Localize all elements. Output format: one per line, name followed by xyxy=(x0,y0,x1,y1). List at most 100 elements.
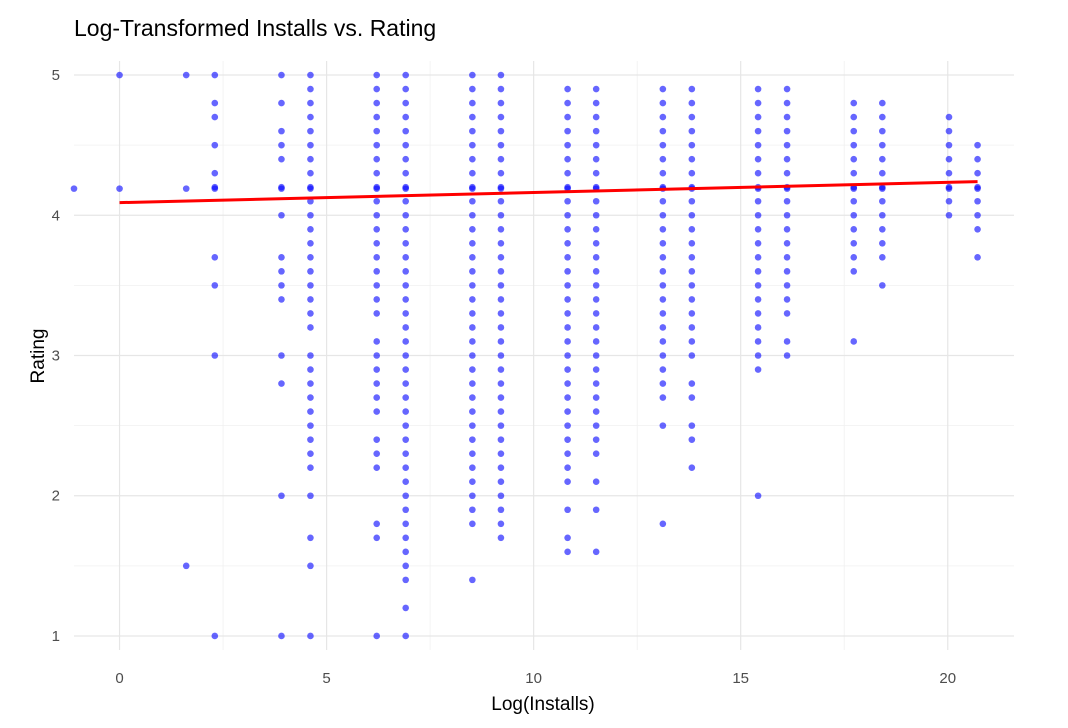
data-point xyxy=(402,141,409,149)
data-point xyxy=(783,240,791,247)
data-point xyxy=(850,99,858,107)
data-point xyxy=(307,155,314,163)
data-point xyxy=(469,155,476,163)
data-point xyxy=(592,324,600,331)
data-point xyxy=(564,352,571,359)
data-point xyxy=(688,85,696,93)
data-point xyxy=(783,268,791,275)
data-point xyxy=(307,464,314,471)
data-point xyxy=(688,296,696,303)
data-point xyxy=(116,71,123,79)
data-point xyxy=(469,422,476,429)
data-point xyxy=(974,225,981,233)
data-point xyxy=(373,534,381,542)
data-point xyxy=(497,85,505,93)
data-point xyxy=(879,254,886,261)
data-point xyxy=(469,450,476,457)
data-point xyxy=(402,185,409,192)
data-point xyxy=(469,464,476,471)
data-point xyxy=(688,211,696,219)
data-point xyxy=(402,422,409,429)
data-point xyxy=(402,534,409,542)
data-point xyxy=(688,436,696,443)
data-point xyxy=(879,127,886,135)
data-point xyxy=(373,408,381,415)
data-point xyxy=(945,141,953,149)
data-point xyxy=(850,113,858,121)
data-point xyxy=(783,352,791,359)
data-point xyxy=(564,324,571,331)
data-point xyxy=(307,282,314,289)
y-tick-label: 1 xyxy=(52,628,60,645)
data-point xyxy=(783,99,791,107)
data-point xyxy=(373,436,381,443)
data-point xyxy=(182,71,190,79)
data-point xyxy=(402,394,409,401)
data-point xyxy=(402,211,409,219)
data-point xyxy=(307,422,314,429)
data-point xyxy=(564,394,571,401)
data-point xyxy=(497,169,505,177)
data-point xyxy=(402,436,409,443)
data-point xyxy=(497,211,505,219)
data-point xyxy=(307,113,314,121)
data-point xyxy=(182,562,190,570)
data-point xyxy=(659,155,667,163)
data-point xyxy=(373,394,381,401)
data-point xyxy=(592,197,600,205)
data-point xyxy=(974,155,981,163)
data-point xyxy=(497,450,505,457)
data-point xyxy=(307,141,314,149)
data-point xyxy=(497,352,505,359)
data-point xyxy=(402,197,409,205)
data-point xyxy=(592,408,600,415)
data-point xyxy=(850,169,858,177)
data-point xyxy=(850,141,858,149)
data-point xyxy=(497,506,505,514)
data-point xyxy=(659,296,667,303)
data-point xyxy=(659,338,667,345)
data-point xyxy=(211,141,219,149)
data-point xyxy=(278,155,285,163)
data-point xyxy=(564,127,571,135)
data-point xyxy=(373,240,381,247)
data-point xyxy=(307,268,314,275)
data-point xyxy=(469,478,476,486)
data-point xyxy=(688,310,696,317)
data-point xyxy=(974,211,981,219)
data-point xyxy=(402,282,409,289)
y-tick-label: 2 xyxy=(52,488,60,505)
data-point xyxy=(592,310,600,317)
data-point xyxy=(592,380,600,387)
data-point xyxy=(564,422,571,429)
data-point xyxy=(974,141,981,149)
data-point xyxy=(564,169,571,177)
data-point xyxy=(564,464,571,471)
data-point xyxy=(469,506,476,514)
data-point xyxy=(469,127,476,135)
data-point xyxy=(659,352,667,359)
data-point xyxy=(402,71,409,79)
data-point xyxy=(402,604,409,612)
data-point xyxy=(307,324,314,331)
data-point xyxy=(402,324,409,331)
data-point xyxy=(307,71,314,79)
data-point xyxy=(564,338,571,345)
data-point xyxy=(754,225,762,233)
data-point xyxy=(592,268,600,275)
data-point xyxy=(402,450,409,457)
data-point xyxy=(688,127,696,135)
data-point xyxy=(659,520,667,528)
data-point xyxy=(402,338,409,345)
data-point xyxy=(402,506,409,514)
data-point xyxy=(564,197,571,205)
data-point xyxy=(211,99,219,107)
data-point xyxy=(688,422,696,429)
data-point xyxy=(307,254,314,261)
data-point xyxy=(564,240,571,247)
data-point xyxy=(564,366,571,373)
data-point xyxy=(497,99,505,107)
data-point xyxy=(497,520,505,528)
data-point xyxy=(497,394,505,401)
data-point xyxy=(945,169,953,177)
